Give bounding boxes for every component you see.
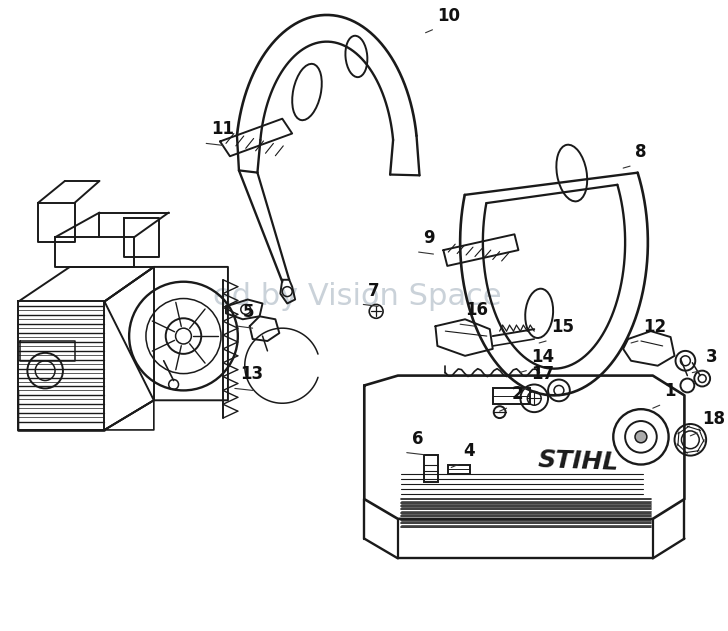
Text: STIHL: STIHL — [538, 448, 620, 475]
Text: 16: 16 — [465, 301, 488, 319]
Text: 3: 3 — [706, 348, 718, 366]
Text: 8: 8 — [635, 143, 646, 161]
Bar — [424, 454, 438, 482]
Text: 6: 6 — [412, 430, 423, 448]
Text: 4: 4 — [463, 442, 475, 459]
Text: 13: 13 — [240, 365, 263, 384]
Text: 17: 17 — [531, 365, 555, 384]
Text: ed by Vision Space: ed by Vision Space — [213, 282, 502, 311]
Text: 7: 7 — [368, 281, 380, 300]
Text: 14: 14 — [531, 348, 555, 366]
Text: 2: 2 — [512, 386, 523, 403]
Text: 1: 1 — [665, 382, 676, 400]
Circle shape — [635, 431, 647, 443]
Text: 12: 12 — [643, 318, 666, 336]
Text: 11: 11 — [211, 121, 234, 138]
Text: 15: 15 — [551, 318, 574, 336]
Text: 5: 5 — [242, 304, 254, 321]
Text: 9: 9 — [424, 229, 435, 247]
Text: 18: 18 — [703, 410, 725, 428]
Text: 10: 10 — [438, 7, 460, 25]
Bar — [448, 464, 470, 475]
